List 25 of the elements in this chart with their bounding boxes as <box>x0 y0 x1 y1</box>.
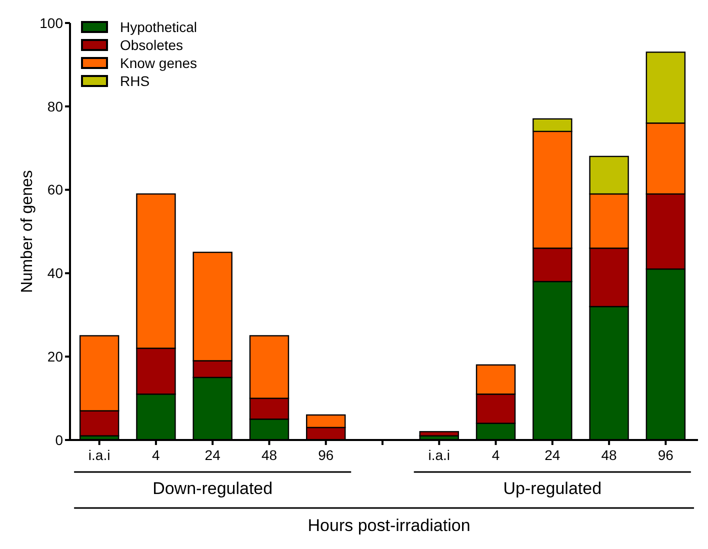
legend-label: RHS <box>120 72 150 89</box>
x-tick-label: 4 <box>492 447 500 463</box>
x-tick-label: 4 <box>152 447 160 463</box>
x-tick-label: 96 <box>318 447 334 463</box>
y-axis-title: Number of genes <box>19 170 36 293</box>
x-tick-label: 24 <box>544 447 560 463</box>
legend-label: Obsoletes <box>120 36 184 53</box>
x-tick-label: 24 <box>204 447 221 463</box>
y-tick-label: 0 <box>55 432 64 448</box>
y-tick-label: 80 <box>47 98 64 114</box>
legend-label: Know genes <box>120 54 198 71</box>
x-tick-label: 48 <box>601 447 618 463</box>
x-tick-label: i.a.i <box>88 447 110 463</box>
x-tick-label: 96 <box>658 447 674 463</box>
text: Up-regulated <box>503 479 602 498</box>
legend-label: Hypothetical <box>120 18 198 35</box>
text: Down-regulated <box>152 479 273 498</box>
x-tick-label: 48 <box>261 447 278 463</box>
x-axis-title: Hours post-irradiation <box>308 516 470 535</box>
y-tick-label: 100 <box>40 14 64 31</box>
x-tick-label: i.a.i <box>428 447 450 463</box>
y-tick-label: 20 <box>47 348 64 364</box>
bar <box>419 431 459 436</box>
y-tick-label: 40 <box>47 265 64 282</box>
y-tick-label: 60 <box>47 182 64 198</box>
